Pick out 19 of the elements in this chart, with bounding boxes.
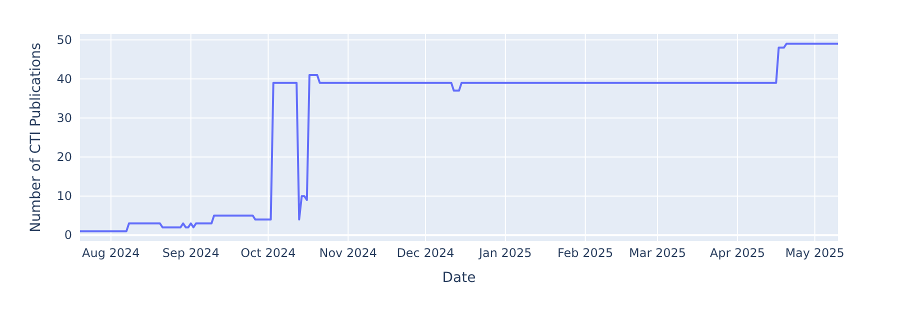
y-tick-label: 40 [56, 72, 72, 86]
x-tick-label: Oct 2024 [240, 246, 296, 260]
x-tick-label: May 2025 [785, 246, 844, 260]
y-tick-label: 10 [56, 189, 72, 204]
x-tick-label: Apr 2025 [710, 246, 766, 260]
y-tick-label: 30 [56, 110, 72, 125]
y-tick-label: 50 [56, 32, 72, 47]
x-tick-label: Jan 2025 [478, 246, 532, 260]
y-axis-title: Number of CTI Publications [28, 42, 44, 232]
line-series [79, 42, 839, 232]
x-tick-label: Feb 2025 [558, 246, 614, 260]
x-tick-label: Nov 2024 [319, 246, 378, 260]
x-tick-label: Aug 2024 [82, 246, 140, 260]
x-tick-label: Sep 2024 [162, 246, 220, 260]
y-tick-label: 0 [64, 228, 72, 242]
x-tick-label: Dec 2024 [396, 246, 454, 260]
y-tick-label: 20 [56, 150, 72, 164]
x-tick-label: Mar 2025 [629, 246, 686, 260]
x-axis-title: Date [442, 270, 476, 286]
